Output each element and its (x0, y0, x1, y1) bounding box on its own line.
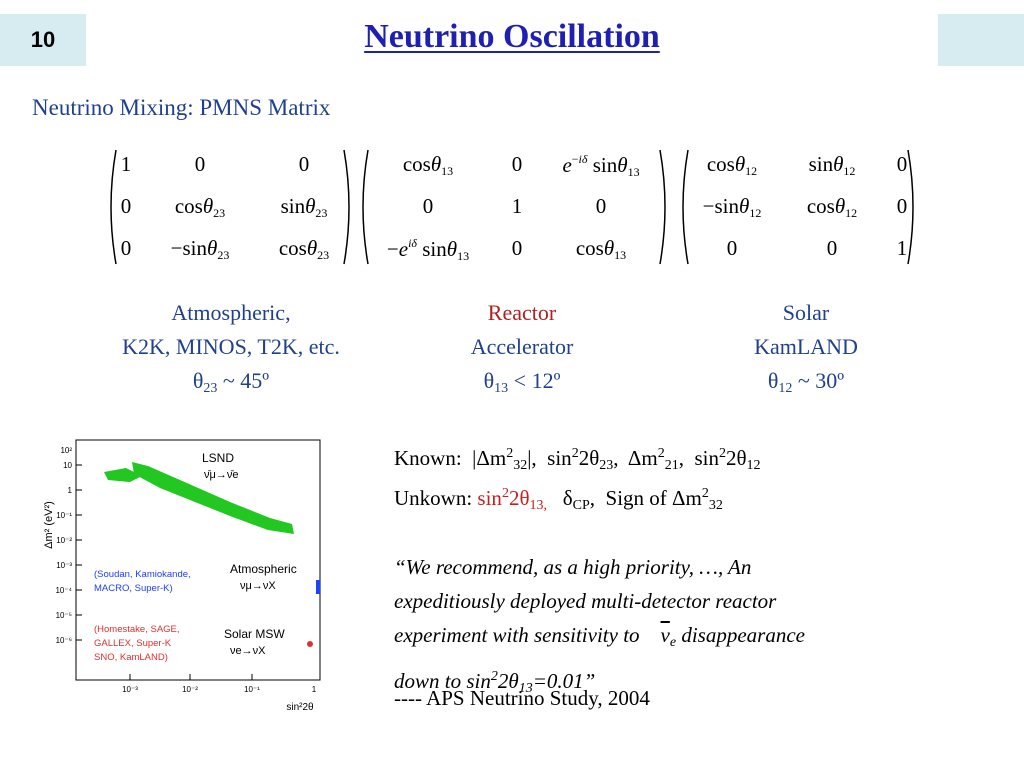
lsnd-region (132, 462, 294, 534)
x-tick-label: 10⁻¹ (244, 685, 260, 694)
atmospheric-title: Atmospheric, (171, 300, 291, 325)
y-tick-label: 10 (63, 461, 72, 470)
known-label: Known: (394, 446, 462, 470)
y-tick-label: 10⁻³ (56, 561, 72, 570)
sign-text: Sign of Δm (605, 486, 702, 510)
y-tick-label: 10⁻² (56, 536, 72, 545)
matrix-cell: −sinθ23 (170, 236, 230, 262)
matrix-cell: 0 (422, 194, 434, 218)
theta13-value: θ13 < 12º (483, 368, 561, 396)
slide-number: 10 (0, 14, 86, 66)
x-tick-label: 10⁻² (182, 685, 198, 694)
matrix-cell: 0 (120, 236, 132, 260)
solar-title: Solar (782, 300, 830, 325)
kamland-title: KamLAND (754, 334, 858, 359)
slide-subtitle: Neutrino Mixing: PMNS Matrix (32, 95, 331, 120)
known-parameters: Known: |Δm232|, sin22θ23, Δm221, sin22θ1… (394, 446, 761, 473)
matrix-cell: sinθ23 (280, 194, 328, 220)
matrix-cell: −eiδ sinθ13 (386, 236, 470, 263)
left-bracket (362, 149, 369, 265)
matrix-cell: cosθ13 (575, 236, 627, 262)
matrix-13: cosθ13 0 e−iδ sinθ13 0 1 0 −eiδ sinθ13 0… (356, 148, 672, 266)
matrix-cell: cosθ23 (174, 194, 226, 220)
matrix-cell: 0 (896, 152, 908, 176)
matrix-cell: −sinθ12 (702, 194, 762, 220)
atmospheric-experiments: K2K, MINOS, T2K, etc. (122, 334, 340, 359)
solar-label: Solar KamLAND θ12 ~ 30º (656, 296, 956, 406)
atm-region (316, 580, 320, 594)
matrix-cell: cosθ12 (706, 152, 758, 178)
unknown-parameters: Unkown: sin22θ13, δCP, Sign of Δm232 (394, 486, 723, 513)
y-tick-label: 1 (68, 486, 73, 495)
matrix-cell: 0 (726, 236, 738, 260)
lsnd-region-small (104, 468, 142, 482)
matrix-cell: sinθ12 (808, 152, 856, 178)
accelerator-title: Accelerator (470, 334, 574, 359)
plot-ylabel: Δm² (eV²) (43, 501, 55, 549)
right-bracket (659, 149, 666, 265)
atm-channel: νμ→νX (240, 580, 276, 592)
right-bracket (907, 149, 914, 265)
atm-label: Atmospheric (230, 562, 297, 576)
theta12-value: θ12 ~ 30º (767, 368, 845, 396)
lsnd-label: LSND (202, 451, 234, 465)
y-tick-label: 10⁻⁶ (56, 636, 72, 645)
reactor-title: Reactor (487, 300, 557, 325)
left-bracket (682, 149, 689, 265)
matrix-cell: 0 (595, 194, 607, 218)
matrix-cell: cosθ23 (278, 236, 330, 262)
solar-experiments: GALLEX, Super-K (94, 638, 172, 649)
matrix-cell: 0 (120, 194, 132, 218)
x-tick-label: 10⁻³ (122, 685, 138, 694)
oscillation-parameter-plot: Δm² (eV²) 10² 10 1 10⁻¹ 10⁻² 10⁻³ 10⁻⁴ 1… (43, 439, 321, 713)
matrix-cell: 0 (298, 152, 310, 176)
y-tick-label: 10² (60, 446, 72, 455)
matrix-cell: 1 (511, 194, 523, 218)
lsnd-channel: ν̄μ→ν̄e (204, 469, 238, 481)
matrix-cell: e−iδ sinθ13 (562, 152, 640, 179)
right-bracket (343, 149, 350, 265)
quote-line: down to sin22θ13=0.01” (394, 669, 596, 696)
matrix-cell: 0 (511, 152, 523, 176)
matrix-cell: cosθ12 (806, 194, 858, 220)
matrix-cell: 0 (511, 236, 523, 260)
matrix-cell: 0 (194, 152, 206, 176)
y-tick-label: 10⁻⁵ (56, 611, 72, 620)
matrix-23: 1 0 0 0 cosθ23 sinθ23 0 −sinθ23 cosθ23 (104, 148, 356, 266)
quote-line: expeditiously deployed multi-detector re… (394, 589, 777, 613)
solar-channel: νe→νX (230, 645, 266, 657)
slide-title: Neutrino Oscillation (364, 18, 660, 55)
matrix-cell: cosθ13 (402, 152, 454, 178)
quote-attribution: ---- APS Neutrino Study, 2004 (394, 686, 650, 710)
matrix-12: cosθ12 sinθ12 0 −sinθ12 cosθ12 0 0 0 1 (676, 148, 920, 266)
quote-line: experiment with sensitivity to νe disapp… (394, 623, 805, 650)
left-bracket (110, 149, 117, 265)
plot-xlabel: sin²2θ (286, 702, 314, 713)
reactor-label: Reactor Accelerator θ13 < 12º (372, 296, 672, 406)
matrix-cell: 1 (896, 236, 908, 260)
solar-label: Solar MSW (224, 627, 285, 641)
unknown-label: Unkown: (394, 486, 473, 510)
y-tick-label: 10⁻⁴ (55, 586, 72, 595)
atmospheric-label: Atmospheric, K2K, MINOS, T2K, etc. θ23 ~… (81, 296, 381, 406)
quote-line: “We recommend, as a high priority, …, An (394, 555, 752, 579)
theta23-value: θ23 ~ 45º (192, 368, 270, 396)
solar-experiments: SNO, KamLAND) (94, 652, 168, 663)
matrix-cell: 1 (120, 152, 132, 176)
matrix-cell: 0 (826, 236, 838, 260)
corner-decoration (938, 14, 1024, 66)
solar-region (307, 641, 313, 647)
x-tick-label: 1 (312, 685, 317, 694)
atm-experiments: MACRO, Super-K) (94, 583, 173, 594)
solar-experiments: (Homestake, SAGE, (94, 624, 180, 635)
y-tick-label: 10⁻¹ (56, 511, 72, 520)
atm-experiments: (Soudan, Kamiokande, (94, 569, 191, 580)
aps-quote: “We recommend, as a high priority, …, An… (394, 550, 1014, 706)
matrix-cell: 0 (896, 194, 908, 218)
